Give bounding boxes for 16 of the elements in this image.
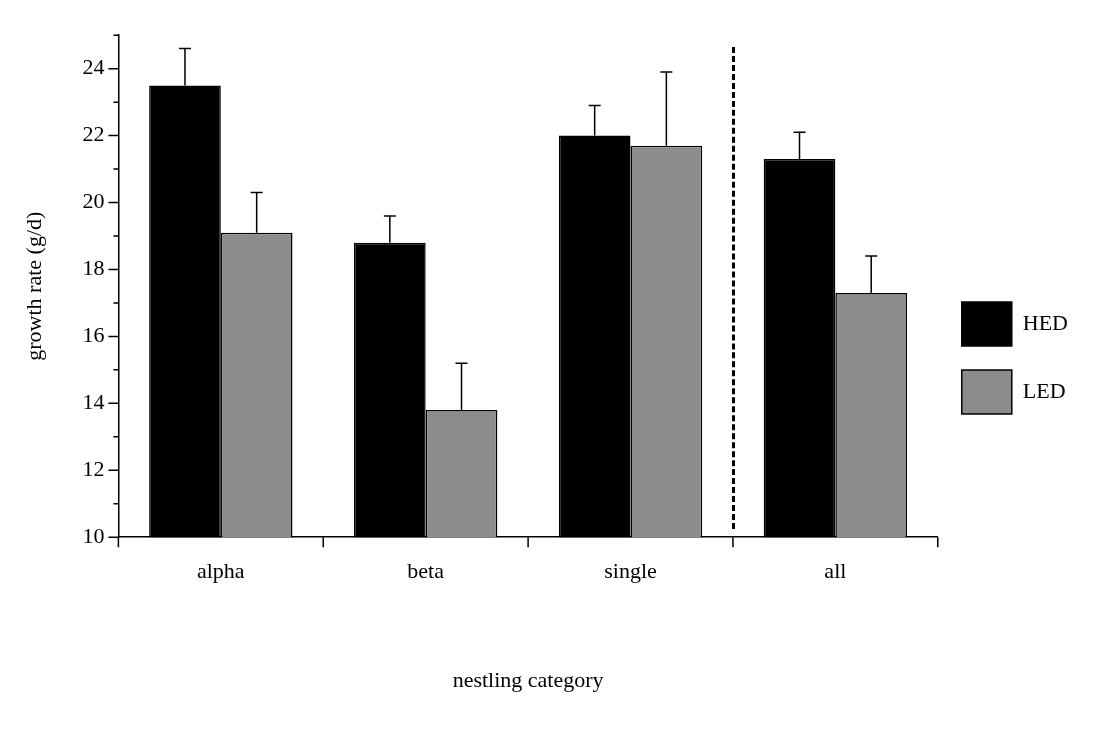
x-axis-title: nestling category: [452, 666, 604, 692]
y-tick-label: 24: [82, 54, 105, 80]
legend-label: HED: [1022, 309, 1068, 335]
y-tick-label: 16: [82, 322, 105, 348]
x-tick-label: beta: [407, 558, 445, 584]
y-axis-title: growth rate (g/d): [20, 211, 46, 361]
y-tick-label: 18: [82, 255, 105, 281]
y-tick-label: 14: [82, 389, 105, 415]
y-tick-label: 22: [82, 121, 105, 147]
x-tick-label: single: [604, 558, 657, 584]
y-tick-label: 12: [82, 456, 105, 482]
y-tick-label: 10: [82, 522, 105, 548]
x-tick-label: alpha: [197, 558, 245, 584]
y-tick-label: 20: [82, 188, 105, 214]
legend-label: LED: [1022, 377, 1066, 403]
x-tick-label: all: [824, 558, 847, 584]
